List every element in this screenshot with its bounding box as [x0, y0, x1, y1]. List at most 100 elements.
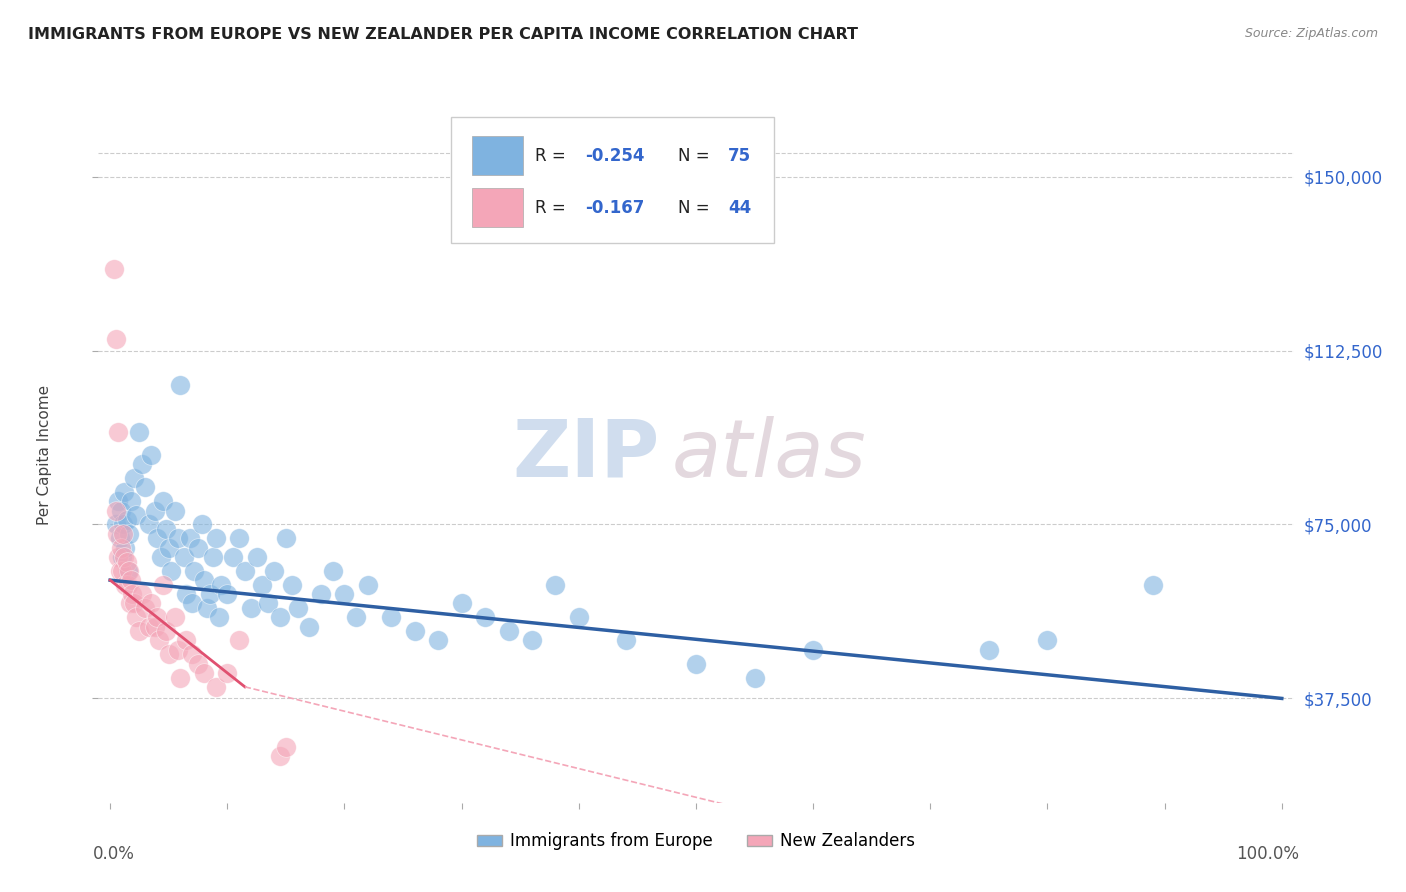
- Point: [125, 610, 148, 624]
- Point: [108, 532, 131, 546]
- Point: [155, 522, 177, 536]
- Text: 100.0%: 100.0%: [1236, 845, 1299, 863]
- Text: R =: R =: [534, 147, 571, 165]
- Point: [183, 564, 205, 578]
- Point: [111, 549, 134, 564]
- Point: [281, 578, 304, 592]
- Point: [131, 457, 153, 471]
- Point: [143, 619, 166, 633]
- Point: [110, 541, 132, 555]
- Point: [474, 610, 496, 624]
- Point: [263, 564, 285, 578]
- Point: [146, 532, 169, 546]
- Point: [138, 619, 160, 633]
- Point: [204, 532, 226, 546]
- Point: [152, 494, 174, 508]
- Point: [333, 587, 356, 601]
- Point: [173, 549, 195, 564]
- Point: [169, 671, 191, 685]
- Point: [107, 494, 129, 508]
- Point: [217, 587, 239, 601]
- Point: [141, 448, 163, 462]
- Point: [174, 633, 197, 648]
- Point: [105, 503, 128, 517]
- Text: R =: R =: [534, 199, 571, 217]
- Point: [211, 578, 233, 592]
- Point: [157, 648, 180, 662]
- Point: [181, 648, 204, 662]
- Point: [181, 596, 204, 610]
- Point: [1142, 578, 1164, 592]
- Point: [344, 610, 367, 624]
- Point: [138, 517, 160, 532]
- Point: [257, 596, 280, 610]
- Point: [121, 587, 143, 601]
- Point: [450, 596, 472, 610]
- Point: [143, 503, 166, 517]
- Point: [404, 624, 426, 639]
- Point: [107, 425, 129, 439]
- Text: 0.0%: 0.0%: [93, 845, 135, 863]
- Point: [239, 601, 262, 615]
- Point: [202, 549, 225, 564]
- Point: [112, 549, 135, 564]
- Point: [128, 425, 150, 439]
- Point: [105, 526, 128, 541]
- Point: [427, 633, 450, 648]
- Point: [155, 624, 177, 639]
- Point: [269, 749, 291, 764]
- Point: [120, 596, 142, 610]
- Point: [193, 573, 215, 587]
- Point: [167, 532, 190, 546]
- Point: [380, 610, 402, 624]
- Point: [120, 573, 142, 587]
- Point: [114, 578, 136, 592]
- Point: [498, 624, 520, 639]
- Point: [179, 532, 201, 546]
- Point: [107, 549, 129, 564]
- Point: [146, 610, 169, 624]
- Legend: Immigrants from Europe, New Zealanders: Immigrants from Europe, New Zealanders: [471, 826, 921, 857]
- Text: 44: 44: [728, 199, 751, 217]
- Point: [246, 549, 269, 564]
- Point: [614, 633, 637, 648]
- Point: [274, 740, 297, 755]
- Point: [187, 541, 209, 555]
- Point: [128, 624, 150, 639]
- Point: [274, 532, 297, 546]
- Point: [112, 485, 135, 500]
- FancyBboxPatch shape: [472, 136, 523, 175]
- Point: [977, 642, 1000, 657]
- Point: [110, 503, 132, 517]
- Point: [198, 587, 221, 601]
- Point: [287, 601, 309, 615]
- Text: IMMIGRANTS FROM EUROPE VS NEW ZEALANDER PER CAPITA INCOME CORRELATION CHART: IMMIGRANTS FROM EUROPE VS NEW ZEALANDER …: [28, 27, 858, 42]
- Point: [134, 480, 156, 494]
- Point: [801, 642, 824, 657]
- Point: [163, 503, 186, 517]
- Point: [228, 532, 250, 546]
- Point: [112, 517, 135, 532]
- Point: [228, 633, 250, 648]
- Text: N =: N =: [678, 199, 714, 217]
- Point: [115, 555, 138, 569]
- Point: [685, 657, 707, 671]
- Point: [208, 610, 231, 624]
- Point: [112, 526, 135, 541]
- Point: [204, 680, 226, 694]
- Point: [108, 564, 131, 578]
- Point: [309, 587, 332, 601]
- Point: [322, 564, 344, 578]
- Point: [105, 332, 128, 346]
- Point: [193, 665, 215, 680]
- Text: N =: N =: [678, 147, 714, 165]
- Point: [111, 564, 134, 578]
- Point: [149, 549, 172, 564]
- Point: [568, 610, 591, 624]
- Text: -0.167: -0.167: [585, 199, 644, 217]
- Text: Per Capita Income: Per Capita Income: [37, 384, 52, 525]
- Point: [169, 378, 191, 392]
- Point: [141, 596, 163, 610]
- Point: [1036, 633, 1059, 648]
- Text: atlas: atlas: [672, 416, 868, 494]
